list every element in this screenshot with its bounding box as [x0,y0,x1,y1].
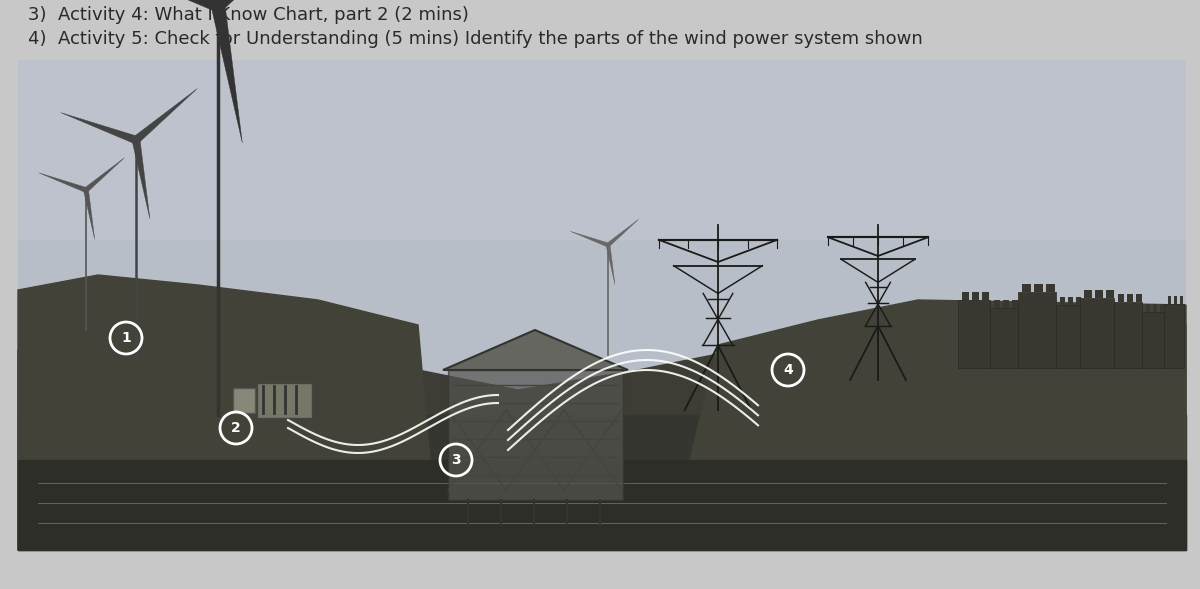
Polygon shape [40,173,86,193]
Bar [18,60,1186,240]
Text: 4)  Activity 5: Check for Understanding (5 mins) Identify the parts of the wind : 4) Activity 5: Check for Understanding (… [28,30,923,48]
Text: 3)  Activity 4: What I Know Chart, part 2 (2 mins): 3) Activity 4: What I Know Chart, part 2… [28,6,469,24]
Polygon shape [18,315,1186,550]
Bar [1046,284,1055,292]
Bar [1160,304,1164,312]
Bar [1168,296,1171,304]
Bar [1096,290,1103,298]
Bar [972,292,979,300]
Bar [990,308,1018,368]
Bar [1056,305,1080,368]
Bar [1174,296,1177,304]
Polygon shape [211,4,242,143]
Polygon shape [606,244,614,284]
Text: 4: 4 [784,363,793,377]
Polygon shape [607,219,638,247]
Polygon shape [570,231,608,247]
Bar [1003,300,1009,308]
Bar [1034,284,1043,292]
Bar [1142,312,1164,368]
Polygon shape [18,460,1186,550]
Bar [1076,297,1081,305]
Bar [1114,302,1142,368]
Bar [1080,298,1114,368]
Bar [1136,294,1142,302]
Bar [1127,294,1133,302]
Polygon shape [84,190,95,239]
Polygon shape [18,415,1186,550]
Polygon shape [84,158,125,192]
Text: 3: 3 [451,453,461,467]
Bar [1164,304,1184,368]
Bar [448,370,623,500]
Bar [233,388,256,413]
Polygon shape [86,0,221,12]
Bar [994,300,1000,308]
Polygon shape [668,300,1186,550]
Bar [18,60,1186,550]
Polygon shape [132,140,150,219]
Bar [1153,304,1157,312]
Bar [1146,304,1150,312]
Text: 2: 2 [232,421,241,435]
Bar [1180,296,1183,304]
Bar [1084,290,1092,298]
Bar [1012,300,1018,308]
Polygon shape [214,0,325,11]
Bar [1060,297,1066,305]
Bar [1118,294,1124,302]
Text: 1: 1 [121,331,131,345]
Bar [958,300,990,368]
Bar [1022,284,1031,292]
Polygon shape [18,275,438,550]
Bar [257,383,312,418]
Polygon shape [443,330,628,370]
Bar [1106,290,1114,298]
Polygon shape [61,112,137,144]
Bar [982,292,989,300]
Polygon shape [133,88,197,143]
Bar [962,292,970,300]
Bar [1068,297,1073,305]
Bar [1018,292,1056,368]
